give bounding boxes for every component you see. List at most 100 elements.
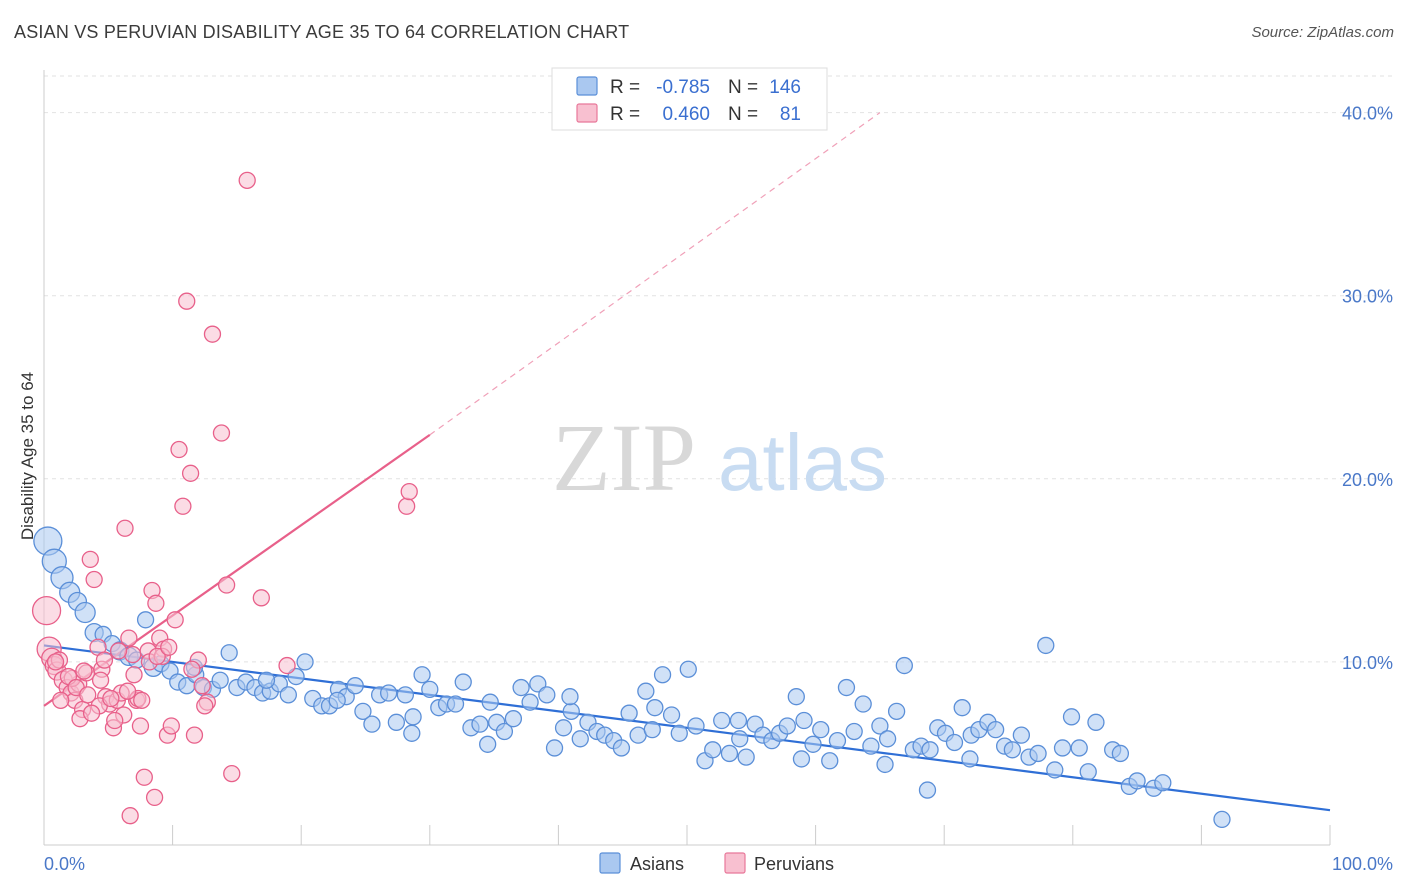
asian-point [837,678,856,697]
asian-point [612,739,631,757]
peruvian-point [223,764,241,783]
asian-point [404,708,422,726]
asian-point [1128,772,1146,790]
peruvian-point [166,611,184,629]
peruvian-point [212,424,231,442]
peruvian-point [131,717,150,735]
watermark-zip: ZIP [552,404,696,511]
asian-point [379,684,398,702]
asian-point [986,721,1005,739]
asian-point [953,699,971,717]
asian-point [637,682,655,700]
asian-point [895,656,913,675]
peruvian-point [145,788,164,807]
legend-n-value: 81 [780,104,801,125]
peruvian-point [91,671,110,689]
asian-point [545,739,564,757]
asian-point [731,730,749,748]
asian-point [792,750,811,768]
asian-point [521,693,539,711]
legend-swatch [576,103,598,123]
asian-point [643,721,661,739]
peruvian-point [82,704,101,722]
peruvian-point [75,662,93,680]
asian-point [561,688,579,706]
asian-point [778,717,796,735]
asian-point [713,711,731,730]
asian-point [670,724,688,742]
peruvian-point [125,666,143,684]
peruvian-point [217,576,236,594]
asian-point [1079,763,1097,781]
x-tick-label-min: 0.0% [44,854,85,874]
peruvian-point [124,645,142,664]
peruvian-point [203,325,222,343]
asian-point [421,680,439,699]
asian-point [862,737,880,755]
y-tick-label: 30.0% [1342,287,1393,307]
legend-r-label: R = [610,104,640,125]
legend-swatch [724,852,746,874]
asian-point [653,666,672,684]
asian-point [481,693,499,711]
peruvian-point [183,660,201,678]
peruvian-point [95,651,114,669]
asian-point [328,691,346,710]
asian-point [512,678,530,697]
asian-point [454,673,472,691]
asian-point [704,741,722,759]
asian-point [737,748,755,766]
peruvian-point [133,691,151,710]
asian-point [887,702,906,720]
peruvian-trend-extension [429,112,881,436]
peruvian-point [185,726,204,744]
asian-point [538,686,556,704]
peruvian-point [278,656,296,675]
legend-label: Peruvians [754,854,834,874]
asian-point [1046,761,1064,779]
asian-point [387,713,406,731]
peruvian-point [135,768,153,786]
asian-point [211,671,229,689]
asian-point [876,755,894,774]
asian-point [1154,774,1172,792]
peruvian-point [85,570,103,589]
asian-point [646,699,664,717]
legend-n-label: N = [728,77,758,98]
legend-label: Asians [630,854,684,874]
asian-point [720,744,739,763]
legend-box [551,67,828,131]
asian-point [1111,744,1130,763]
peruvian-point [181,464,200,482]
peruvian-point [102,689,120,708]
gridlines [44,75,1392,663]
series-peruvians [31,171,418,825]
asian-point [945,733,964,752]
peruvian-point [52,691,70,710]
asian-point [1053,739,1072,757]
asian-point [878,730,897,748]
asian-point [821,752,839,770]
source-label: Source: ZipAtlas.com [1251,24,1394,41]
peruvian-point [160,638,178,656]
asian-point [828,731,847,750]
asian-point [871,717,889,735]
legend-n-label: N = [728,104,758,125]
asian-point [1070,739,1088,757]
peruvian-point [79,686,97,704]
legend-r-value: -0.785 [656,77,710,98]
x-tick-label-max: 100.0% [1332,854,1393,874]
peruvian-point [400,482,418,501]
asian-point [403,724,421,742]
asian-point [479,735,497,753]
asian-point [812,721,830,739]
chart-title: ASIAN VS PERUVIAN DISABILITY AGE 35 TO 6… [14,22,630,42]
asian-point [921,741,939,759]
asian-point [1029,744,1047,763]
legend-top: R = -0.785 N = 146 R = 0.460 N = 81 [551,67,828,131]
peruvian-point [148,647,166,666]
asian-point [804,735,822,753]
asian-trend-line [43,644,1331,812]
legend-swatch [599,852,621,874]
